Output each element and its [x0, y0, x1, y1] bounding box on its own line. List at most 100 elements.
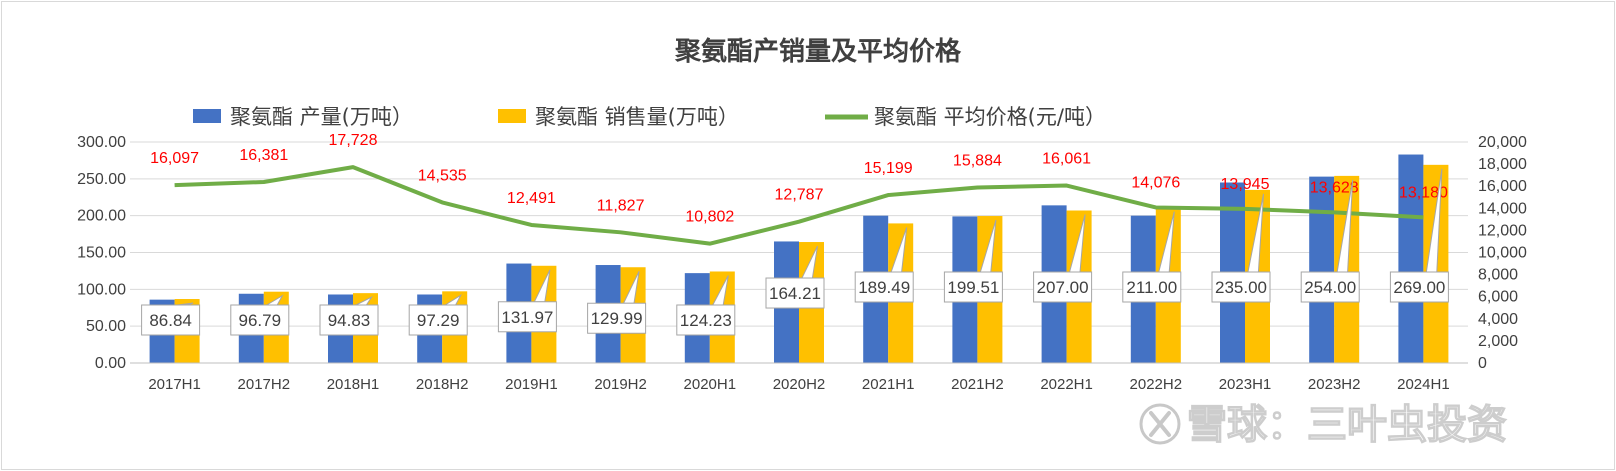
- y-right-tick-label: 12,000: [1478, 222, 1527, 239]
- x-tick-label: 2023H2: [1308, 376, 1361, 393]
- sales-callout-box: [1122, 271, 1182, 303]
- sales-callout-box: [230, 304, 290, 336]
- sales-data-label: 254.00: [1304, 278, 1356, 297]
- price-line: [174, 165, 1424, 246]
- price-data-label: 16,381: [239, 147, 288, 164]
- x-tick-label: 2022H1: [1040, 376, 1093, 393]
- sales-callout: 254.00: [1300, 179, 1360, 303]
- x-tick-label: 2019H2: [594, 376, 647, 393]
- y-right-tick-label: 18,000: [1478, 156, 1527, 173]
- legend-label-price: 聚氨酯 平均价格(元/吨）: [874, 105, 1106, 129]
- x-tick-label: 2018H1: [327, 376, 380, 393]
- price-data-label: 13,180: [1399, 184, 1448, 201]
- price-data-label: 15,199: [864, 160, 913, 177]
- sales-callout-box: [1300, 271, 1360, 303]
- x-axis: 2017H1 2017H2 2018H1 2018H2 2019H1 2019H2 2020…: [130, 362, 1468, 393]
- sales-data-label: 199.51: [947, 278, 999, 297]
- sales-data-label: 189.49: [858, 278, 910, 297]
- x-tick-label: 2021H1: [862, 376, 915, 393]
- price-data-label: 14,076: [1131, 174, 1180, 191]
- sales-callout: 124.23: [676, 275, 736, 336]
- sales-callout: 189.49: [854, 227, 914, 303]
- price-data-label: 10,802: [685, 209, 734, 226]
- bar-production: [1398, 154, 1424, 363]
- sales-data-label: 97.29: [417, 311, 460, 330]
- sales-data-label: 96.79: [239, 311, 282, 330]
- sales-callout: 129.99: [587, 271, 647, 334]
- price-data-label: 15,884: [953, 152, 1002, 169]
- price-line-path: [174, 165, 1424, 246]
- y-left-tick-label: 50.00: [86, 318, 126, 335]
- price-data-label: 13,628: [1310, 179, 1359, 196]
- legend-swatch-sales: [498, 109, 526, 123]
- sales-callout-box: [1389, 271, 1449, 303]
- x-tick-label: 2020H1: [684, 376, 737, 393]
- chart-title: 聚氨酯产销量及平均价格: [674, 36, 962, 67]
- price-data-label: 16,061: [1042, 151, 1091, 168]
- sales-data-label: 207.00: [1037, 278, 1089, 297]
- price-data-label: 16,097: [150, 150, 199, 167]
- price-data-label: 17,728: [329, 132, 378, 149]
- sales-callout-box: [141, 304, 201, 336]
- sales-callout-box: [319, 304, 379, 336]
- watermark: 雪球：三叶虫投资: [1139, 401, 1508, 449]
- sales-callout: 269.00: [1389, 168, 1449, 303]
- x-tick-label: 2017H1: [148, 376, 201, 393]
- sales-callout-box: [1211, 271, 1271, 303]
- y-axis-right: 0 2,000 4,000 6,000 8,000 10,000 12,000 14,000 1…: [1478, 134, 1527, 372]
- y-right-tick-label: 14,000: [1478, 200, 1527, 217]
- y-right-tick-label: 0: [1478, 355, 1487, 372]
- x-tick-label: 2019H1: [505, 376, 558, 393]
- sales-callout-box: [587, 302, 647, 334]
- y-right-tick-label: 2,000: [1478, 333, 1518, 350]
- sales-callout-box: [408, 304, 468, 336]
- sales-callout: 199.51: [943, 219, 1003, 303]
- sales-callout-box: [1033, 271, 1093, 303]
- y-left-tick-label: 300.00: [77, 134, 126, 151]
- sales-callout-box: [854, 271, 914, 303]
- sales-callout: 164.21: [765, 245, 825, 309]
- sales-callout: 97.29: [408, 293, 468, 336]
- y-right-tick-label: 8,000: [1478, 267, 1518, 284]
- y-left-tick-label: 0.00: [95, 355, 126, 372]
- sales-callout-box: [676, 304, 736, 336]
- sales-callout: 131.97: [497, 269, 557, 333]
- price-data-label: 11,827: [597, 197, 645, 214]
- y-right-tick-label: 4,000: [1478, 311, 1518, 328]
- y-left-tick-label: 150.00: [77, 245, 126, 262]
- price-labels: 16,097 16,381 17,728 14,535 12,491 11,827 10,8…: [150, 132, 1448, 226]
- sales-callout: 94.83: [319, 295, 379, 336]
- watermark-text: 雪球：三叶虫投资: [1187, 402, 1507, 448]
- sales-data-label: 164.21: [769, 284, 821, 303]
- bar-production: [1309, 176, 1335, 363]
- y-axis-left: 0.00 50.00 100.00 150.00 200.00 250.00 300.00: [77, 134, 126, 372]
- x-tick-label: 2023H1: [1219, 376, 1272, 393]
- sales-callout: 235.00: [1211, 193, 1271, 303]
- sales-callout: 86.84: [141, 302, 201, 336]
- x-tick-label: 2018H2: [416, 376, 469, 393]
- sales-data-label: 86.84: [149, 311, 192, 330]
- sales-data-label: 131.97: [501, 308, 553, 327]
- sales-data-label: 235.00: [1215, 278, 1267, 297]
- sales-data-label: 124.23: [680, 311, 732, 330]
- sales-data-label: 269.00: [1393, 278, 1445, 297]
- x-tick-label: 2022H2: [1130, 376, 1183, 393]
- y-right-tick-label: 10,000: [1478, 245, 1527, 262]
- sales-callout-box: [765, 277, 825, 309]
- y-right-tick-label: 16,000: [1478, 178, 1527, 195]
- legend-label-sales: 聚氨酯 销售量(万吨）: [535, 105, 739, 129]
- sales-callouts: 86.84 96.79 94.83 97.29 131.97 129.99 124.23 16…: [141, 168, 1449, 336]
- legend-label-production: 聚氨酯 产量(万吨）: [230, 105, 413, 129]
- legend: 聚氨酯 产量(万吨） 聚氨酯 销售量(万吨） 聚氨酯 平均价格(元/吨）: [193, 105, 1106, 129]
- price-data-label: 14,535: [418, 167, 467, 184]
- price-data-label: 12,787: [775, 187, 824, 204]
- sales-callout: 207.00: [1033, 214, 1093, 303]
- y-left-tick-label: 100.00: [77, 281, 126, 298]
- sales-callout: 96.79: [230, 294, 290, 336]
- x-tick-label: 2021H2: [951, 376, 1004, 393]
- y-right-tick-label: 20,000: [1478, 134, 1527, 151]
- y-left-tick-label: 200.00: [77, 208, 126, 225]
- y-right-tick-label: 6,000: [1478, 289, 1518, 306]
